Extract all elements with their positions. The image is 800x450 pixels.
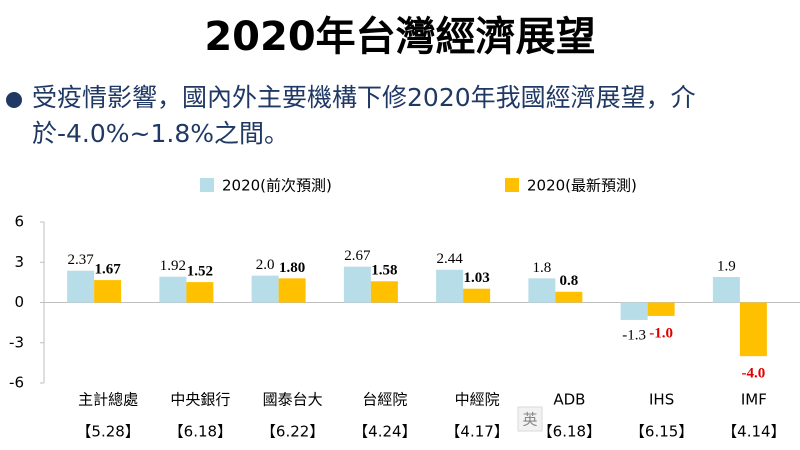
value-label: 1.67 xyxy=(95,262,122,278)
value-label: -1.3 xyxy=(622,327,646,343)
x-tick-label: 中央銀行 xyxy=(170,391,230,409)
x-tick-label: 台經院 xyxy=(362,391,407,409)
bar xyxy=(343,266,371,303)
value-label: 1.58 xyxy=(371,263,397,279)
bar xyxy=(436,269,464,303)
x-tick-label: 中經院 xyxy=(455,391,500,409)
bar xyxy=(370,281,398,303)
value-label: -4.0 xyxy=(742,366,766,382)
bar xyxy=(620,302,648,320)
bar xyxy=(159,276,187,303)
bar xyxy=(739,302,767,357)
bar xyxy=(67,270,95,303)
x-tick-label: IHS xyxy=(649,391,674,409)
bullet-text: 受疫情影響，國內外主要機構下修2020年我國經濟展望，介於-4.0%~1.8%之… xyxy=(32,83,696,148)
value-label: 2.44 xyxy=(437,251,464,267)
legend-swatch xyxy=(505,178,519,192)
x-tick-note: 【4.24】 xyxy=(353,423,416,441)
value-label: 2.0 xyxy=(256,257,275,273)
value-label: 1.52 xyxy=(187,264,213,280)
value-label: 1.80 xyxy=(279,260,305,276)
bar xyxy=(186,282,214,303)
slide-title: 2020年台灣經濟展望 xyxy=(204,14,596,60)
ime-box xyxy=(517,406,543,432)
legend-label: 2020(最新預測) xyxy=(527,177,637,195)
value-label: 1.8 xyxy=(533,260,552,276)
y-tick-label: -6 xyxy=(9,374,24,392)
x-tick-note: 【6.18】 xyxy=(169,423,232,441)
legend-label: 2020(前次預測) xyxy=(222,177,332,195)
value-label: 2.67 xyxy=(344,248,371,264)
ime-indicator: 英 xyxy=(522,411,537,429)
x-tick-note: 【4.17】 xyxy=(445,423,508,441)
bar xyxy=(647,302,675,316)
x-tick-label: 主計總處 xyxy=(78,391,138,409)
bar xyxy=(94,280,122,303)
x-tick-note: 【6.15】 xyxy=(630,423,693,441)
value-label: 1.03 xyxy=(464,270,490,286)
bar xyxy=(463,288,491,303)
y-tick-label: -3 xyxy=(9,333,24,351)
y-tick-label: 6 xyxy=(14,213,24,231)
y-tick-label: 3 xyxy=(14,253,24,271)
y-tick-label: 0 xyxy=(14,293,24,311)
value-label: 1.92 xyxy=(160,258,186,274)
bar xyxy=(278,278,306,303)
bar xyxy=(528,278,556,303)
value-label: 1.9 xyxy=(717,258,736,274)
x-tick-label: ADB xyxy=(553,391,585,409)
x-tick-label: IMF xyxy=(741,391,767,409)
x-tick-label: 國泰台大 xyxy=(263,391,323,409)
bar xyxy=(712,277,740,303)
value-label: 0.8 xyxy=(560,273,579,289)
legend-swatch xyxy=(200,178,214,192)
x-tick-note: 【6.18】 xyxy=(538,423,601,441)
bar xyxy=(251,275,279,303)
value-label: 2.37 xyxy=(68,252,95,268)
x-tick-note: 【5.28】 xyxy=(76,423,139,441)
x-tick-note: 【4.14】 xyxy=(722,423,785,441)
bar xyxy=(555,291,583,303)
x-tick-note: 【6.22】 xyxy=(261,423,324,441)
value-label: -1.0 xyxy=(649,325,673,341)
bullet xyxy=(6,92,22,108)
